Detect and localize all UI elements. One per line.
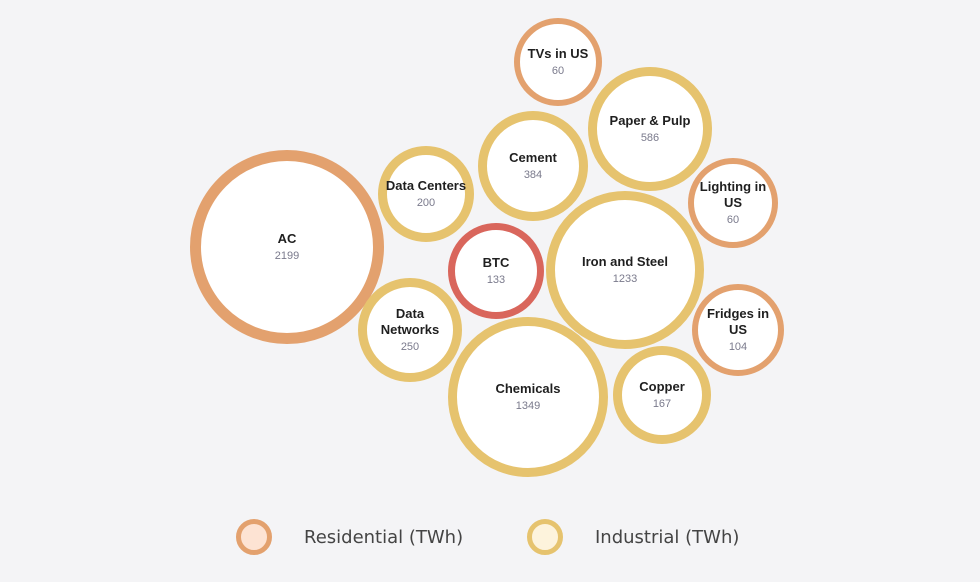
bubble-value-ac: 2199 bbox=[275, 250, 299, 262]
legend-item-industrial: Industrial (TWh) bbox=[527, 514, 739, 560]
bubble-value-datacenters: 200 bbox=[417, 197, 435, 209]
bubble-label-lighting: Lighting in bbox=[700, 179, 766, 194]
bubble-datacenters: Data Centers 200 bbox=[378, 146, 474, 242]
bubble-label-datacenters: Data Centers bbox=[386, 178, 466, 193]
bubble-label-lighting: US bbox=[724, 195, 742, 210]
bubble-value-btc: 133 bbox=[487, 274, 505, 286]
bubble-ironsteel: Iron and Steel 1233 bbox=[546, 191, 704, 349]
bubble-label-datanetworks: Data bbox=[396, 306, 425, 321]
legend-swatch-residential bbox=[236, 519, 272, 555]
bubble-label-cement: Cement bbox=[509, 150, 557, 165]
legend: Residential (TWh) Industrial (TWh) bbox=[0, 514, 980, 560]
bubble-label-fridges: Fridges in bbox=[707, 306, 769, 321]
bubble-value-cement: 384 bbox=[524, 169, 542, 181]
bubble-circle-datacenters bbox=[378, 146, 474, 242]
bubble-circle-datanetworks bbox=[358, 278, 462, 382]
bubble-label-btc: BTC bbox=[483, 255, 510, 270]
bubble-value-ironsteel: 1233 bbox=[613, 273, 637, 285]
bubble-value-copper: 167 bbox=[653, 398, 671, 410]
bubble-label-copper: Copper bbox=[639, 379, 685, 394]
bubble-label-fridges: US bbox=[729, 322, 747, 337]
bubble-value-chemicals: 1349 bbox=[516, 400, 540, 412]
bubble-chemicals: Chemicals 1349 bbox=[448, 317, 608, 477]
bubble-circle-ironsteel bbox=[546, 191, 704, 349]
bubble-circle-btc bbox=[448, 223, 544, 319]
bubble-value-fridges: 104 bbox=[729, 341, 747, 353]
bubble-circle-lighting bbox=[688, 158, 778, 248]
bubble-circle-fridges bbox=[692, 284, 784, 376]
bubble-plot: TVs in US 60 Paper & Pulp 586 Cement 384 Data … bbox=[190, 18, 784, 477]
bubble-circle-cement bbox=[478, 111, 588, 221]
bubble-label-ac: AC bbox=[278, 231, 297, 246]
bubble-label-ironsteel: Iron and Steel bbox=[582, 254, 668, 269]
bubble-circle-copper bbox=[613, 346, 711, 444]
legend-item-residential: Residential (TWh) bbox=[236, 514, 463, 560]
bubble-value-lighting: 60 bbox=[727, 214, 739, 226]
bubble-value-datanetworks: 250 bbox=[401, 341, 419, 353]
bubble-value-paper: 586 bbox=[641, 132, 659, 144]
bubble-paper: Paper & Pulp 586 bbox=[588, 67, 712, 191]
bubble-value-tvs: 60 bbox=[552, 65, 564, 77]
bubble-tvs: TVs in US 60 bbox=[514, 18, 602, 106]
bubble-circle-paper bbox=[588, 67, 712, 191]
bubble-label-datanetworks: Networks bbox=[381, 322, 440, 337]
legend-label-industrial: Industrial (TWh) bbox=[595, 526, 740, 548]
bubble-label-tvs: TVs in US bbox=[528, 46, 589, 61]
legend-swatch-industrial bbox=[527, 519, 563, 555]
bubble-circle-ac bbox=[190, 150, 384, 344]
bubble-ac: AC 2199 bbox=[190, 150, 384, 344]
bubble-btc: BTC 133 bbox=[448, 223, 544, 319]
bubble-copper: Copper 167 bbox=[613, 346, 711, 444]
legend-label-residential: Residential (TWh) bbox=[304, 526, 464, 548]
bubble-circle-chemicals bbox=[448, 317, 608, 477]
bubble-cement: Cement 384 bbox=[478, 111, 588, 221]
bubble-circle-tvs bbox=[514, 18, 602, 106]
bubble-label-chemicals: Chemicals bbox=[495, 381, 560, 396]
bubble-label-paper: Paper & Pulp bbox=[610, 113, 691, 128]
